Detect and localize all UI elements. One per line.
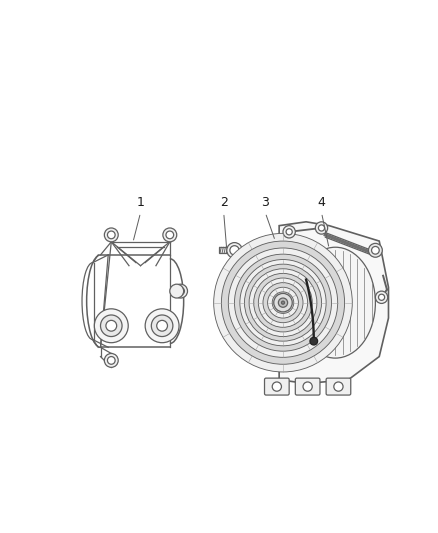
Circle shape	[145, 309, 179, 343]
Circle shape	[104, 353, 118, 367]
Circle shape	[303, 382, 312, 391]
Ellipse shape	[295, 247, 375, 358]
Circle shape	[268, 287, 298, 318]
Circle shape	[170, 284, 184, 298]
Circle shape	[277, 296, 289, 309]
Ellipse shape	[323, 286, 347, 319]
Circle shape	[263, 282, 303, 322]
Circle shape	[107, 231, 115, 239]
Circle shape	[318, 225, 325, 231]
Circle shape	[94, 309, 128, 343]
Circle shape	[272, 382, 282, 391]
Circle shape	[368, 244, 382, 257]
Circle shape	[244, 264, 321, 341]
Circle shape	[173, 284, 187, 298]
Text: 3: 3	[261, 196, 269, 209]
Polygon shape	[279, 222, 389, 384]
Circle shape	[258, 278, 307, 327]
Circle shape	[234, 254, 332, 351]
FancyBboxPatch shape	[265, 378, 289, 395]
Circle shape	[375, 291, 388, 303]
Circle shape	[230, 246, 239, 255]
Circle shape	[286, 229, 292, 235]
Circle shape	[106, 320, 117, 331]
Circle shape	[282, 301, 285, 304]
Circle shape	[274, 294, 292, 312]
Circle shape	[371, 246, 379, 254]
Circle shape	[177, 287, 184, 295]
Circle shape	[378, 294, 385, 301]
Circle shape	[227, 243, 242, 258]
Circle shape	[151, 315, 173, 336]
Circle shape	[163, 228, 177, 242]
Circle shape	[240, 260, 326, 346]
Circle shape	[104, 228, 118, 242]
Circle shape	[221, 241, 345, 364]
Ellipse shape	[260, 249, 329, 357]
Circle shape	[254, 273, 312, 332]
Circle shape	[214, 233, 352, 372]
Circle shape	[272, 292, 294, 313]
Text: 1: 1	[137, 196, 145, 209]
Circle shape	[100, 315, 122, 336]
Circle shape	[334, 382, 343, 391]
Circle shape	[107, 357, 115, 364]
FancyBboxPatch shape	[295, 378, 320, 395]
Circle shape	[249, 269, 317, 336]
Circle shape	[157, 320, 167, 331]
Circle shape	[228, 248, 338, 357]
Circle shape	[315, 222, 328, 234]
Circle shape	[283, 225, 295, 238]
Text: 2: 2	[220, 196, 228, 209]
FancyBboxPatch shape	[326, 378, 351, 395]
Polygon shape	[219, 247, 227, 253]
Circle shape	[310, 337, 318, 345]
Circle shape	[279, 298, 288, 308]
Circle shape	[166, 231, 173, 239]
Text: 4: 4	[318, 196, 325, 209]
